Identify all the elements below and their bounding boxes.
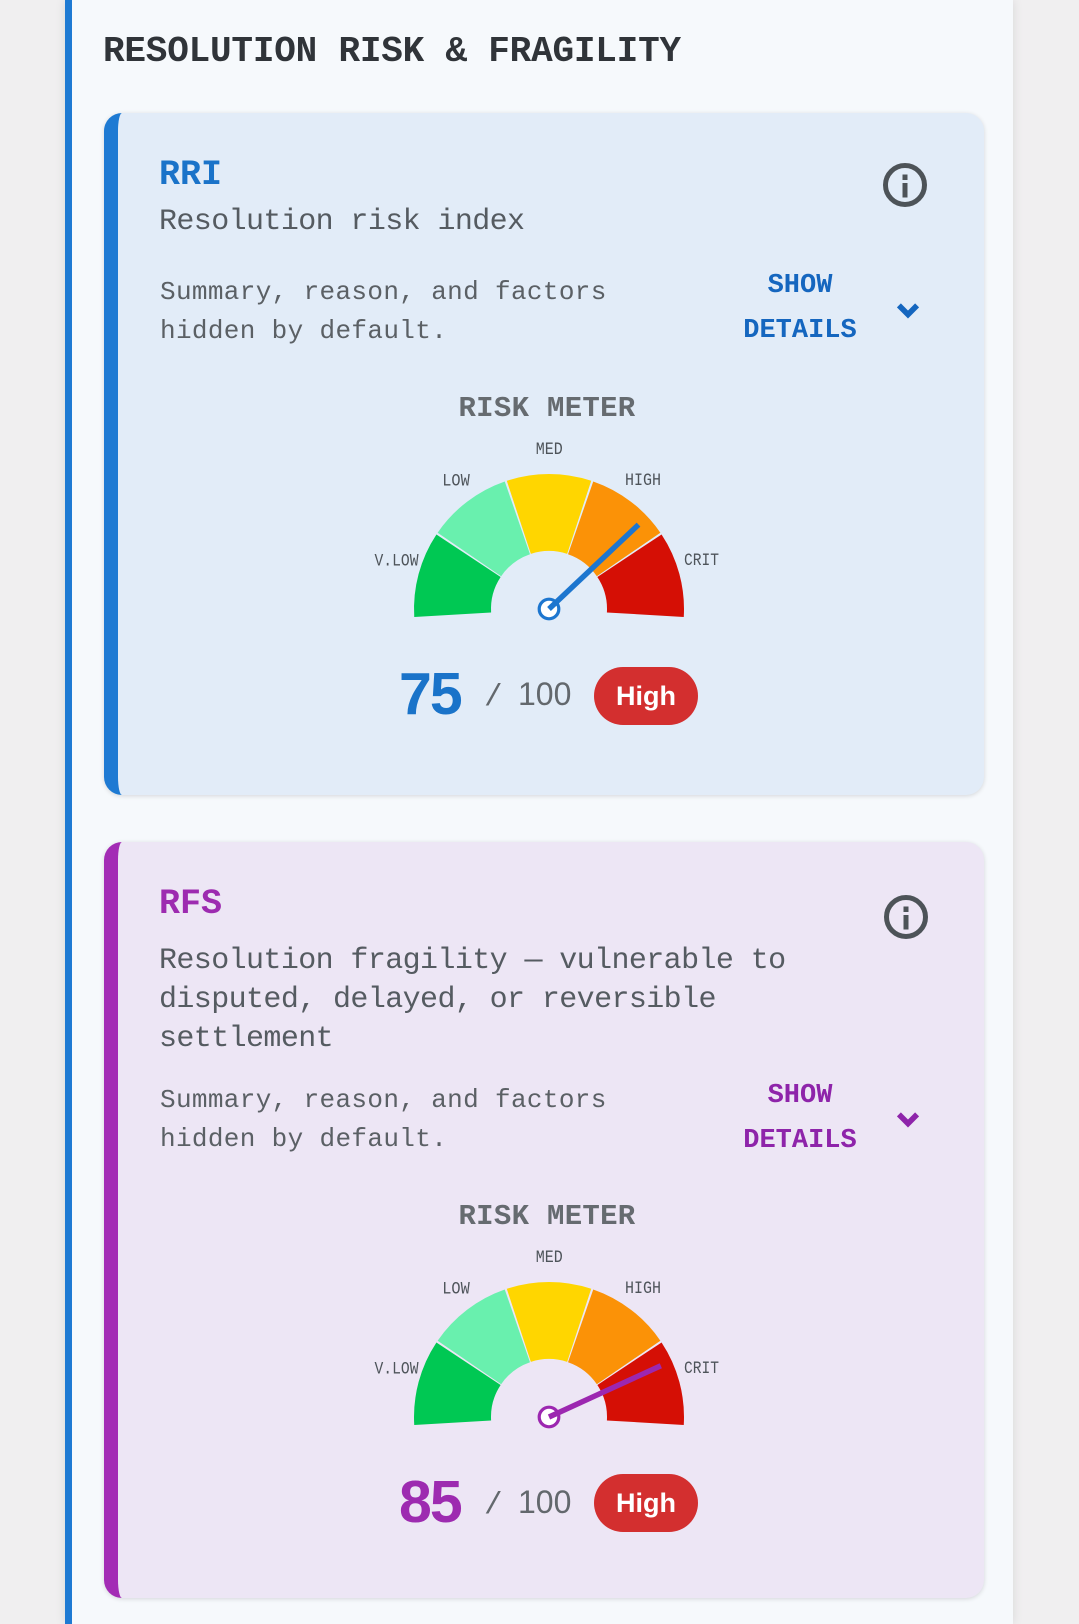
svg-text:HIGH: HIGH (625, 471, 661, 491)
svg-text:HIGH: HIGH (625, 1279, 661, 1299)
svg-text:CRIT: CRIT (684, 551, 719, 571)
svg-text:LOW: LOW (442, 472, 470, 492)
svg-text:V.LOW: V.LOW (375, 551, 419, 571)
svg-text:CRIT: CRIT (684, 1359, 719, 1379)
svg-text:MED: MED (536, 440, 563, 460)
svg-text:LOW: LOW (442, 1280, 470, 1300)
svg-text:MED: MED (536, 1248, 563, 1268)
svg-text:V.LOW: V.LOW (375, 1359, 419, 1379)
